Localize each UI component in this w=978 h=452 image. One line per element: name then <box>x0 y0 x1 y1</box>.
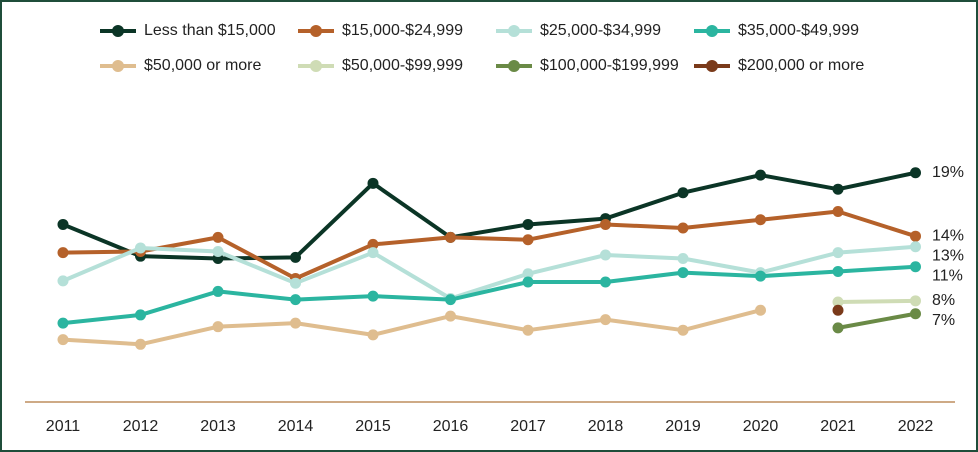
legend-marker <box>706 60 718 72</box>
data-point <box>212 321 224 333</box>
data-point <box>755 304 766 316</box>
data-point <box>677 253 689 265</box>
data-point <box>522 324 534 336</box>
legend-label: Less than $15,000 <box>144 22 276 39</box>
data-point <box>600 276 611 288</box>
legend-label: $15,000-$24,999 <box>342 22 463 39</box>
data-point <box>677 324 689 336</box>
data-point <box>57 247 69 259</box>
legend-marker <box>508 60 520 72</box>
data-point <box>57 218 69 230</box>
data-point <box>290 277 301 289</box>
data-point <box>290 251 301 263</box>
data-point <box>832 265 844 277</box>
data-point <box>910 261 921 273</box>
data-point <box>832 206 844 218</box>
x-tick-label: 2018 <box>588 418 624 435</box>
data-point <box>367 247 379 259</box>
x-tick-label: 2017 <box>510 418 546 435</box>
data-point <box>57 334 69 346</box>
data-point <box>57 317 69 329</box>
data-point <box>677 187 689 199</box>
x-tick-label: 2020 <box>743 418 779 435</box>
data-point <box>832 183 844 195</box>
data-point <box>832 322 844 334</box>
x-tick-label: 2022 <box>898 418 934 435</box>
data-point <box>600 249 611 261</box>
data-point <box>600 218 611 230</box>
x-tick-label: 2012 <box>123 418 159 435</box>
end-label: 8% <box>932 292 955 309</box>
data-point <box>57 275 69 287</box>
data-point <box>212 245 224 257</box>
legend-label: $25,000-$34,999 <box>540 22 661 39</box>
series-line <box>62 308 761 347</box>
legend-marker <box>706 25 718 37</box>
data-point <box>910 308 921 320</box>
data-point <box>755 270 766 282</box>
data-point <box>212 285 224 297</box>
data-point <box>522 268 534 280</box>
legend-label: $50,000-$99,999 <box>342 57 463 74</box>
x-tick-label: 2021 <box>820 418 856 435</box>
data-point <box>135 242 146 254</box>
data-point <box>832 296 844 308</box>
end-label: 19% <box>932 164 964 181</box>
data-point <box>755 169 766 181</box>
data-point <box>832 304 844 316</box>
x-tick-label: 2015 <box>355 418 391 435</box>
data-point <box>910 230 921 242</box>
data-point <box>522 276 534 288</box>
x-tick-label: 2016 <box>433 418 469 435</box>
data-point <box>290 294 301 306</box>
data-point <box>367 238 379 250</box>
data-point <box>135 309 146 321</box>
data-point <box>367 177 379 189</box>
data-point <box>600 314 611 326</box>
data-point <box>755 214 766 226</box>
data-point <box>910 241 921 253</box>
legend-marker <box>310 60 322 72</box>
series-line <box>62 170 916 261</box>
x-tick-label: 2011 <box>46 418 81 435</box>
series-line <box>837 311 916 330</box>
end-label: 13% <box>932 247 964 264</box>
legend-label: $200,000 or more <box>738 57 864 74</box>
data-point <box>445 231 456 243</box>
x-tick-label: 2014 <box>278 418 314 435</box>
data-point <box>522 218 534 230</box>
legend-label: $50,000 or more <box>144 57 262 74</box>
x-tick-label: 2013 <box>200 418 236 435</box>
data-point <box>445 310 456 322</box>
data-point <box>290 317 301 329</box>
data-point <box>677 222 689 234</box>
data-point <box>445 294 456 306</box>
x-tick-label: 2019 <box>665 418 701 435</box>
legend-marker <box>112 25 124 37</box>
legend-marker <box>310 25 322 37</box>
data-point <box>832 247 844 259</box>
data-point <box>135 338 146 350</box>
data-point <box>910 167 921 179</box>
series-line <box>62 264 916 326</box>
data-point <box>677 267 689 279</box>
data-point <box>367 329 379 341</box>
legend-label: $35,000-$49,999 <box>738 22 859 39</box>
end-label: 7% <box>932 312 955 329</box>
legend-label: $100,000-$199,999 <box>540 57 679 74</box>
legend-marker <box>508 25 520 37</box>
end-label: 14% <box>932 227 964 244</box>
data-point <box>367 290 379 302</box>
legend-marker <box>112 60 124 72</box>
data-point <box>910 295 921 307</box>
data-point <box>522 234 534 246</box>
series-line <box>62 209 917 281</box>
end-label: 11% <box>932 267 963 284</box>
series-line <box>62 244 916 301</box>
data-point <box>212 231 224 243</box>
series-line <box>837 298 916 304</box>
